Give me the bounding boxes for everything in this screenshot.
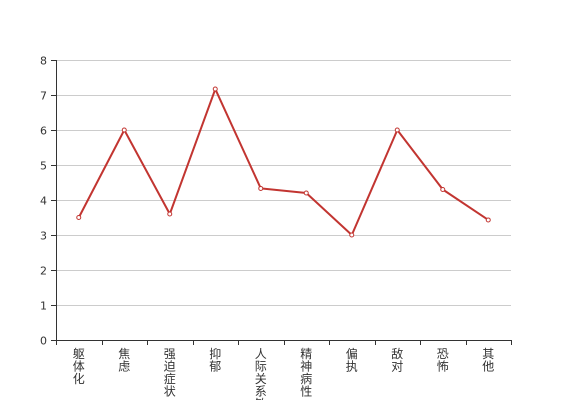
axis-layer bbox=[51, 60, 512, 345]
x-tick-label: 恐怖 bbox=[437, 347, 449, 374]
x-tick-label: 人际关系敏感 bbox=[255, 347, 267, 400]
x-tick-label: 其他 bbox=[482, 347, 494, 374]
data-point bbox=[394, 127, 400, 133]
x-tick-label: 敌对 bbox=[391, 346, 403, 374]
y-tick-label: 3 bbox=[40, 230, 47, 243]
x-tick-label: 强迫症状 bbox=[164, 347, 176, 399]
x-tick-label: 偏执 bbox=[346, 346, 358, 374]
x-tick-label: 躯体化 bbox=[73, 346, 85, 386]
data-point bbox=[212, 86, 218, 92]
series-line bbox=[77, 88, 489, 236]
data-point bbox=[485, 217, 491, 223]
x-tick-label: 精神病性 bbox=[300, 347, 312, 399]
x-tick-label: 焦虑 bbox=[118, 347, 130, 374]
x-tick-label: 抑郁 bbox=[209, 346, 221, 374]
data-point bbox=[303, 190, 309, 196]
series-layer bbox=[76, 86, 491, 238]
y-tick-label: 1 bbox=[40, 300, 47, 313]
data-point bbox=[440, 187, 446, 192]
grid-layer bbox=[56, 60, 511, 306]
y-tick-label: 0 bbox=[40, 335, 47, 348]
data-point bbox=[258, 185, 264, 191]
y-tick-label: 7 bbox=[40, 90, 47, 103]
y-tick-label: 5 bbox=[40, 160, 47, 173]
y-tick-label: 2 bbox=[40, 265, 47, 278]
data-point bbox=[121, 127, 127, 133]
label-layer: 0 1 2 3 4 5 6 7 8 躯体化 焦虑 强迫症状 抑郁 人际关系敏感 精神病性 偏执 敌对 恐怖 其他 bbox=[40, 55, 494, 404]
y-tick-label: 8 bbox=[40, 55, 47, 68]
y-tick-label: 6 bbox=[40, 125, 47, 138]
y-tick-label: 4 bbox=[40, 195, 47, 208]
data-point bbox=[167, 211, 173, 217]
data-point bbox=[349, 232, 355, 238]
data-point bbox=[76, 215, 82, 220]
